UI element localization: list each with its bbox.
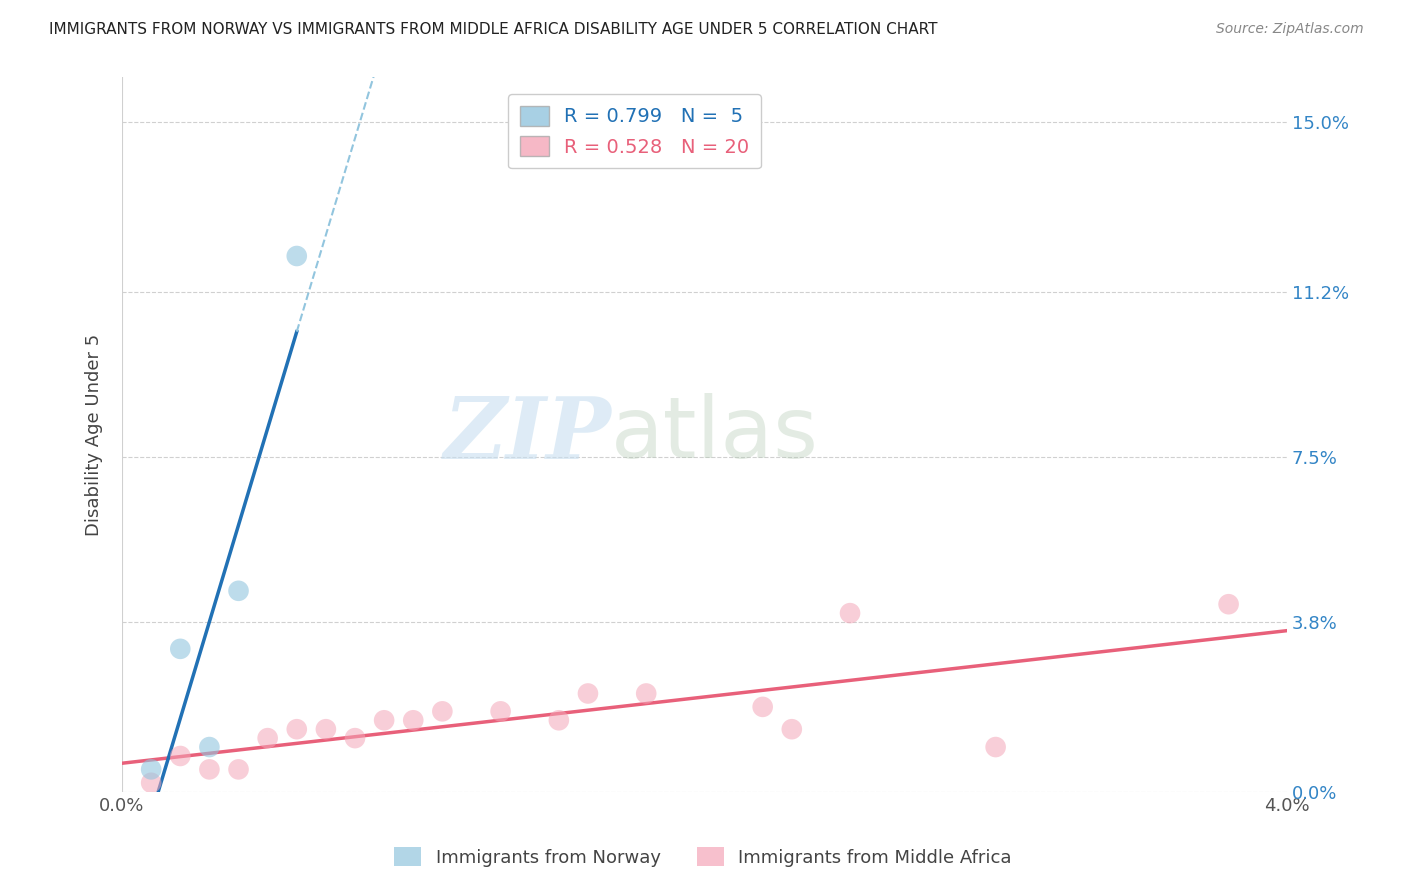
Point [373, 713, 395, 727]
Text: Source: ZipAtlas.com: Source: ZipAtlas.com [1216, 22, 1364, 37]
Point [780, 722, 803, 736]
Point [256, 731, 278, 745]
Text: ZIP: ZIP [443, 392, 612, 476]
Point [1218, 597, 1240, 611]
Point [576, 686, 599, 700]
Point [285, 249, 308, 263]
Text: IMMIGRANTS FROM NORWAY VS IMMIGRANTS FROM MIDDLE AFRICA DISABILITY AGE UNDER 5 C: IMMIGRANTS FROM NORWAY VS IMMIGRANTS FRO… [49, 22, 938, 37]
Point [141, 763, 163, 777]
Y-axis label: Disability Age Under 5: Disability Age Under 5 [86, 334, 103, 536]
Point [489, 704, 512, 718]
Legend: Immigrants from Norway, Immigrants from Middle Africa: Immigrants from Norway, Immigrants from … [387, 840, 1019, 874]
Point [228, 583, 250, 598]
Point [285, 722, 308, 736]
Point [984, 740, 1007, 755]
Point [169, 641, 191, 656]
Point [315, 722, 337, 736]
Point [839, 606, 862, 620]
Point [141, 776, 163, 790]
Legend: R = 0.799   N =  5, R = 0.528   N = 20: R = 0.799 N = 5, R = 0.528 N = 20 [508, 95, 761, 169]
Point [636, 686, 658, 700]
Text: atlas: atlas [612, 393, 820, 476]
Point [547, 713, 569, 727]
Point [751, 699, 773, 714]
Point [169, 749, 191, 764]
Point [343, 731, 366, 745]
Point [432, 704, 454, 718]
Point [402, 713, 425, 727]
Point [198, 763, 221, 777]
Point [198, 740, 221, 755]
Point [228, 763, 250, 777]
